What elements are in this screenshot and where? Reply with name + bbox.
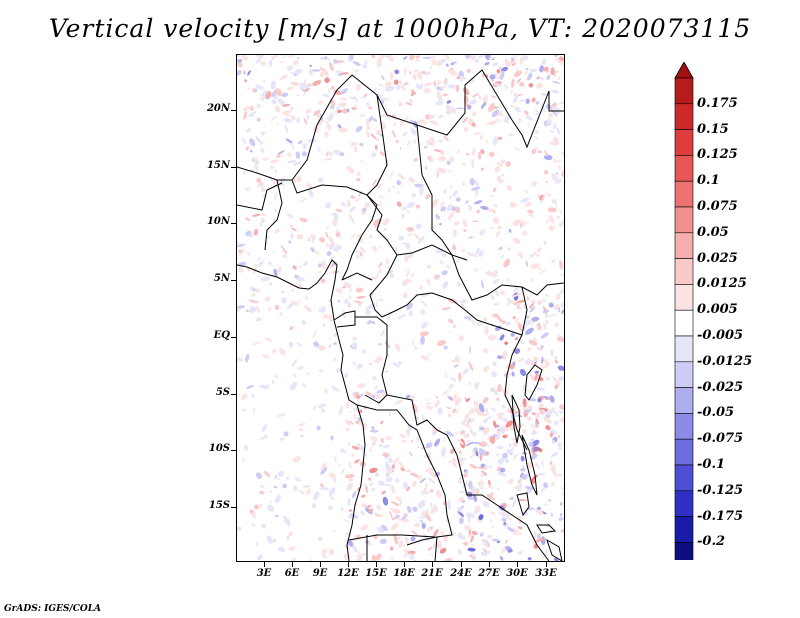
lon-tick [348, 562, 349, 567]
lat-tick [231, 507, 236, 508]
lon-label: 21E [421, 568, 443, 579]
lon-tick [264, 562, 265, 567]
colorbar-segment [674, 387, 694, 414]
colorbar-label: -0.025 [697, 379, 744, 395]
colorbar-top-arrow [674, 62, 694, 79]
vertical-velocity-field [237, 55, 564, 561]
colorbar-segment [674, 413, 694, 440]
colorbar-segment [674, 464, 694, 492]
colorbar-segment [674, 516, 694, 543]
lat-tick [231, 167, 236, 168]
lat-tick [231, 110, 236, 111]
lat-label: 10N [206, 216, 230, 227]
colorbar-segment [674, 335, 694, 363]
colorbar-label: -0.0125 [697, 353, 753, 369]
colorbar-label: 0.05 [697, 224, 729, 240]
colorbar-label: -0.05 [697, 405, 735, 421]
lat-tick [231, 394, 236, 395]
lat-tick [231, 280, 236, 281]
lon-label: 3E [256, 568, 272, 579]
colorbar-segment [674, 232, 694, 259]
colorbar-label: -0.1 [697, 457, 726, 472]
colorbar-label: 0.0125 [697, 276, 747, 292]
lon-label: 9E [312, 568, 328, 579]
colorbar-label: -0.2 [697, 534, 726, 550]
colorbar-segment [674, 77, 694, 105]
colorbar-segment [674, 309, 694, 337]
country-borders [237, 69, 564, 561]
lat-label: 10S [208, 443, 230, 454]
lon-label: 27E [478, 568, 500, 579]
colorbar-segment [674, 490, 694, 517]
map-title: Vertical velocity [m/s] at 1000hPa, VT: … [48, 14, 752, 43]
colorbar-label: -0.075 [697, 431, 744, 447]
lat-tick [231, 337, 236, 338]
colorbar-label: -0.005 [697, 328, 744, 343]
lon-tick [320, 562, 321, 567]
colorbar-label: 0.15 [697, 121, 729, 137]
lon-tick [292, 562, 293, 567]
colorbar-segment [674, 155, 694, 182]
colorbar-segment [674, 180, 694, 208]
colorbar-segment [674, 438, 694, 466]
colorbar-segment [674, 284, 694, 311]
colorbar [674, 62, 694, 560]
colorbar-label: 0.1 [697, 173, 720, 189]
colorbar-label: 0.075 [697, 199, 738, 214]
lon-label: 24E [450, 568, 472, 579]
colorbar-segment [674, 542, 694, 560]
colorbar-label: 0.005 [697, 302, 738, 318]
lon-label: 33E [535, 568, 557, 579]
lat-label: 15S [208, 500, 230, 511]
lat-tick [231, 450, 236, 451]
lon-tick [404, 562, 405, 567]
colorbar-segment [674, 103, 694, 130]
lon-tick [461, 562, 462, 567]
lat-label: 5N [213, 273, 230, 284]
colorbar-label: 0.025 [697, 250, 738, 266]
colorbar-segment [674, 258, 694, 285]
lon-tick [432, 562, 433, 567]
map-panel [236, 54, 565, 562]
lon-tick [546, 562, 547, 567]
colorbar-segment [674, 206, 694, 234]
lon-label: 15E [365, 568, 387, 579]
lon-tick [489, 562, 490, 567]
lon-label: 12E [337, 568, 359, 579]
grads-credit: GrADS: IGES/COLA [4, 604, 102, 614]
lat-label: 5S [215, 387, 230, 398]
lon-tick [517, 562, 518, 567]
colorbar-segment [674, 361, 694, 388]
lat-label: 20N [206, 103, 230, 114]
lat-label: EQ [213, 330, 230, 341]
colorbar-label: 0.175 [697, 95, 738, 111]
colorbar-label: -0.125 [697, 482, 744, 498]
lon-label: 30E [506, 568, 528, 579]
colorbar-label: -0.175 [697, 508, 744, 524]
lon-label: 18E [393, 568, 415, 579]
colorbar-segment [674, 129, 694, 156]
lon-tick [376, 562, 377, 567]
lon-label: 6E [284, 568, 300, 579]
lat-tick [231, 223, 236, 224]
lat-label: 15N [206, 160, 230, 171]
colorbar-label: 0.125 [697, 147, 738, 163]
